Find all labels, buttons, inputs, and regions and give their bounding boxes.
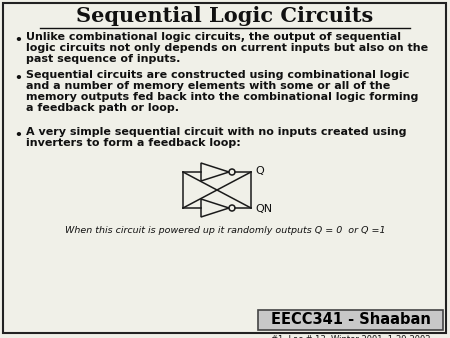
FancyBboxPatch shape	[258, 310, 443, 330]
Text: memory outputs fed back into the combinational logic forming: memory outputs fed back into the combina…	[26, 92, 418, 102]
Text: A very simple sequential circuit with no inputs created using: A very simple sequential circuit with no…	[26, 127, 406, 137]
Text: logic circuits not only depends on current inputs but also on the: logic circuits not only depends on curre…	[26, 43, 428, 53]
Text: •: •	[14, 129, 22, 142]
Text: When this circuit is powered up it randomly outputs Q = 0  or Q =1: When this circuit is powered up it rando…	[65, 226, 385, 235]
Text: Unlike combinational logic circuits, the output of sequential: Unlike combinational logic circuits, the…	[26, 32, 401, 42]
Text: and a number of memory elements with some or all of the: and a number of memory elements with som…	[26, 81, 390, 91]
Text: #1  Lac # 13  Winter 2001  1-29-2002: #1 Lac # 13 Winter 2001 1-29-2002	[271, 335, 430, 338]
Text: EECC341 - Shaaban: EECC341 - Shaaban	[270, 313, 431, 328]
Text: •: •	[14, 72, 22, 85]
Text: Sequential circuits are constructed using combinational logic: Sequential circuits are constructed usin…	[26, 70, 410, 80]
Text: Q: Q	[255, 166, 264, 176]
Text: QN: QN	[255, 204, 272, 214]
Text: inverters to form a feedback loop:: inverters to form a feedback loop:	[26, 138, 241, 148]
Text: •: •	[14, 34, 22, 47]
Text: past sequence of inputs.: past sequence of inputs.	[26, 54, 180, 64]
Text: a feedback path or loop.: a feedback path or loop.	[26, 103, 179, 113]
Text: Sequential Logic Circuits: Sequential Logic Circuits	[76, 6, 373, 26]
